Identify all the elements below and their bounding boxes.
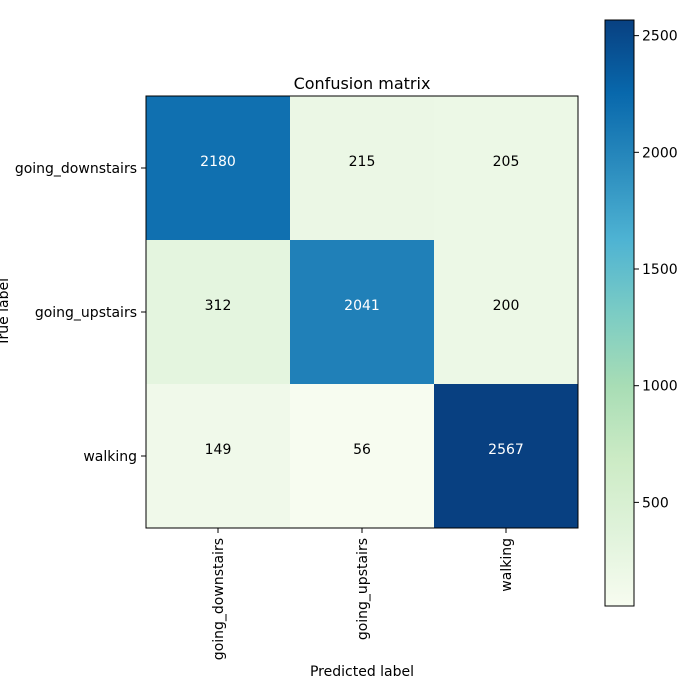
y-tick-label: walking — [83, 449, 137, 465]
cell-value-label: 2180 — [200, 154, 236, 170]
cell-value-label: 312 — [205, 298, 232, 314]
x-tick-label: going_downstairs — [211, 538, 227, 660]
y-tick-label: going_upstairs — [35, 305, 137, 321]
matrix-cells — [146, 96, 579, 529]
x-axis-label: Predicted label — [310, 664, 414, 680]
matrix-cell — [146, 96, 291, 241]
matrix-cell — [434, 384, 579, 529]
colorbar-tick-label: 2000 — [642, 145, 678, 161]
cell-value-label: 2041 — [344, 298, 380, 314]
colorbar — [604, 19, 635, 607]
matrix-cell — [434, 240, 579, 385]
cell-value-label: 2567 — [488, 442, 524, 458]
matrix-cell — [290, 384, 435, 529]
colorbar-tick-label: 2500 — [642, 29, 678, 45]
cell-value-label: 205 — [493, 154, 520, 170]
matrix-cell — [146, 384, 291, 529]
matrix-cell — [434, 96, 579, 241]
matrix-cell — [290, 96, 435, 241]
cell-value-label: 149 — [205, 442, 232, 458]
y-tick-label: going_downstairs — [15, 161, 137, 177]
colorbar-ticks: 500 1000 1500 2000 2500 — [634, 29, 678, 511]
x-tick-label: going_upstairs — [355, 538, 371, 640]
cell-value-label: 200 — [493, 298, 520, 314]
x-tick-label: walking — [499, 538, 515, 592]
matrix-cell — [290, 240, 435, 385]
chart-title: Confusion matrix — [294, 74, 431, 93]
cell-value-label: 215 — [349, 154, 376, 170]
matrix-cell-labels: 2180 215 205 312 2041 200 149 56 2567 — [200, 154, 524, 458]
colorbar-tick-label: 1000 — [642, 379, 678, 395]
colorbar-tick-label: 500 — [642, 495, 669, 511]
cell-value-label: 56 — [353, 442, 371, 458]
y-axis-label: True label — [0, 278, 12, 347]
colorbar-tick-label: 1500 — [642, 262, 678, 278]
x-axis-ticks: going_downstairs going_upstairs walking — [211, 528, 515, 660]
matrix-cell — [146, 240, 291, 385]
